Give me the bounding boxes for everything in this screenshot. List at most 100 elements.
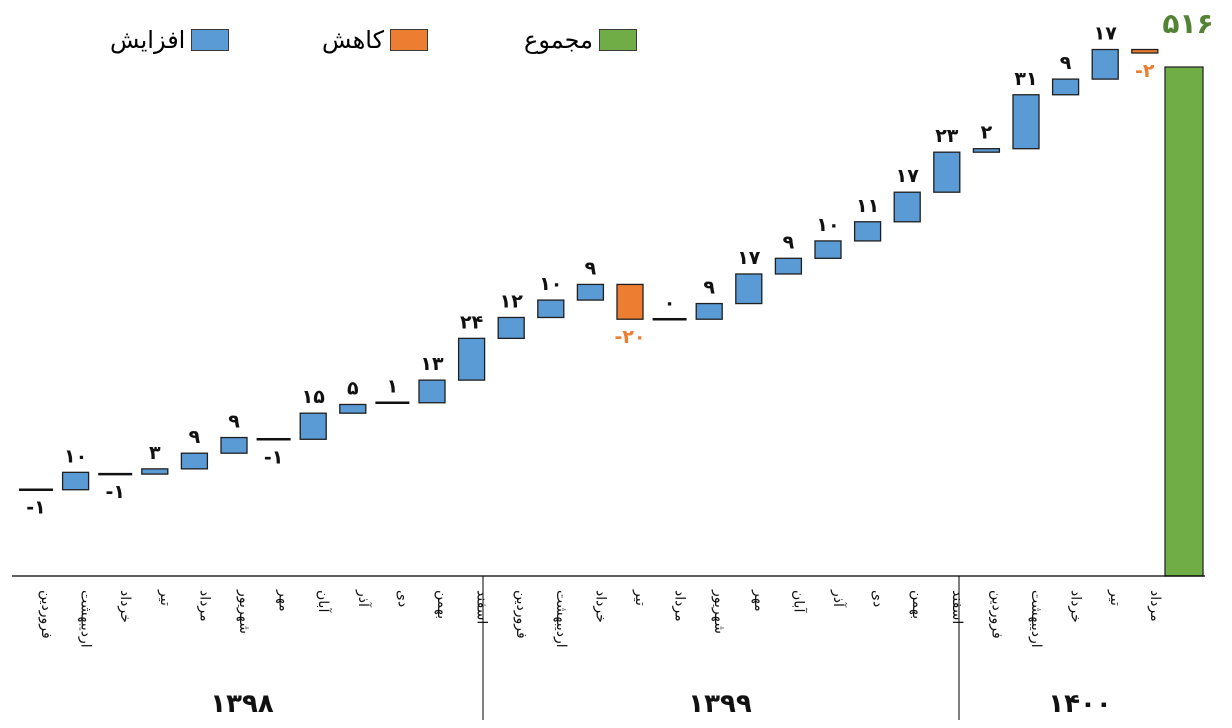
value-label-27: ۱۷ — [1094, 23, 1118, 45]
category-label-27: تیر — [1107, 589, 1123, 606]
legend-label-total: مجموع — [524, 26, 593, 54]
value-label-23: ۲۳ — [935, 125, 959, 147]
category-label-23: اسفند — [949, 590, 965, 624]
legend-item-decrease: کاهش — [322, 22, 428, 58]
category-label-2: خرداد — [117, 590, 133, 623]
value-label-6: -۱ — [264, 446, 283, 468]
bar-19 — [774, 257, 803, 275]
value-label-11: ۲۴ — [460, 311, 483, 333]
bar-18 — [735, 273, 763, 305]
bar-26 — [1051, 78, 1080, 96]
bar-20 — [814, 240, 842, 259]
group-label-0: ۱۳۹۸ — [210, 689, 274, 719]
decrease-swatch-icon — [390, 29, 428, 51]
value-label-19: ۹ — [783, 231, 795, 253]
category-label-8: آذر — [355, 589, 372, 608]
value-labels-layer: -۱۱۰-۱۳۹۹-۱۱۵ ۵ ۱۱۳۲۴۱۲۱۰۹-۲۰۰۹۱۷۹۱۰۱۱۱۷۲۳… — [26, 7, 1213, 519]
category-label-7: آبان — [315, 590, 332, 613]
bar-27 — [1091, 48, 1119, 80]
total-label: ۵۱۶ — [1162, 7, 1213, 40]
value-label-3: ۳ — [149, 442, 161, 464]
bar-10 — [418, 379, 446, 404]
category-label-15: تیر — [632, 589, 648, 606]
category-label-9: دی — [394, 590, 410, 607]
value-label-20: ۱۰ — [816, 214, 839, 236]
category-label-1: اردیبهشت — [78, 590, 94, 648]
value-label-21: ۱۱ — [856, 195, 879, 217]
bar-5 — [220, 436, 248, 454]
category-label-5: شهریور — [236, 589, 252, 634]
value-label-24: ۲ — [981, 122, 993, 144]
value-label-4: ۹ — [189, 426, 201, 448]
x-axis: فروردین اردیبهشت خرداد تیر مرداد شهریور مهر آبا… — [12, 575, 1205, 720]
value-label-28: -۲ — [1135, 60, 1155, 82]
category-label-4: مرداد — [196, 590, 212, 622]
category-label-0: فروردین — [38, 590, 54, 639]
value-label-9: ۱ — [387, 376, 399, 398]
category-label-26: خرداد — [1068, 590, 1084, 623]
bar-25 — [1012, 94, 1040, 150]
category-label-12: فروردین — [513, 590, 529, 639]
value-label-7: ۱۵ — [302, 386, 326, 408]
category-label-17: شهریور — [711, 589, 727, 634]
bar-22 — [893, 191, 921, 223]
value-label-25: ۳۱ — [1014, 68, 1037, 90]
bar-24 — [972, 148, 1001, 153]
bar-23 — [933, 151, 961, 193]
bar-7 — [299, 412, 327, 440]
bar-12 — [497, 316, 525, 340]
total-swatch-icon — [598, 29, 637, 51]
value-label-1: ۱۰ — [64, 445, 87, 467]
value-label-0: -۱ — [26, 497, 45, 519]
value-label-2: -۱ — [105, 481, 124, 503]
bar-4 — [180, 452, 209, 470]
category-label-25: اردیبهشت — [1028, 590, 1044, 648]
value-label-12: ۱۲ — [500, 290, 524, 312]
bar-11 — [457, 337, 486, 381]
category-label-24: فروردین — [988, 590, 1004, 639]
category-label-6: مهر — [276, 589, 292, 612]
bar-1 — [61, 471, 90, 491]
value-label-17: ۹ — [703, 277, 715, 299]
bar-17 — [695, 302, 723, 320]
legend-label-increase: افزایش — [110, 26, 186, 54]
bar-14 — [576, 283, 605, 301]
category-label-11: اسفند — [474, 590, 490, 624]
value-label-18: ۱۷ — [737, 247, 761, 269]
category-label-13: اردیبهشت — [553, 590, 569, 648]
group-label-2: ۱۴۰۰ — [1048, 689, 1111, 719]
value-label-10: ۱۳ — [420, 353, 444, 375]
total-bar — [1164, 66, 1204, 577]
value-label-22: ۱۷ — [896, 165, 920, 187]
category-label-3: تیر — [157, 589, 173, 606]
bar-28 — [1131, 48, 1159, 54]
category-label-14: خرداد — [592, 590, 608, 623]
legend-item-total: مجموع — [524, 22, 637, 58]
increase-swatch-icon — [191, 29, 230, 51]
category-label-16: مرداد — [672, 590, 688, 622]
bar-8 — [339, 403, 367, 414]
category-label-20: آذر — [830, 589, 847, 608]
legend-item-increase: افزایش — [110, 22, 230, 58]
bar-13 — [537, 299, 565, 319]
value-label-16: ۰ — [664, 292, 676, 314]
value-label-8: ۵ — [347, 377, 359, 399]
value-label-15: -۲۰ — [614, 326, 645, 348]
legend-label-decrease: کاهش — [322, 26, 384, 54]
category-label-18: مهر — [751, 589, 767, 612]
bars-layer — [19, 48, 1204, 577]
category-label-19: آبان — [790, 590, 807, 613]
bar-15 — [616, 283, 644, 320]
bar-3 — [141, 468, 169, 475]
category-label-10: بهمن — [434, 590, 450, 619]
value-label-13: ۱۰ — [539, 273, 562, 295]
value-label-14: ۹ — [585, 257, 597, 279]
category-label-22: بهمن — [909, 590, 925, 619]
category-label-21: دی — [870, 590, 886, 607]
category-label-28: مرداد — [1147, 590, 1163, 622]
group-label-1: ۱۳۹۹ — [688, 689, 752, 719]
value-label-5: ۹ — [228, 411, 240, 433]
value-label-26: ۹ — [1060, 52, 1072, 74]
bar-21 — [853, 221, 882, 242]
